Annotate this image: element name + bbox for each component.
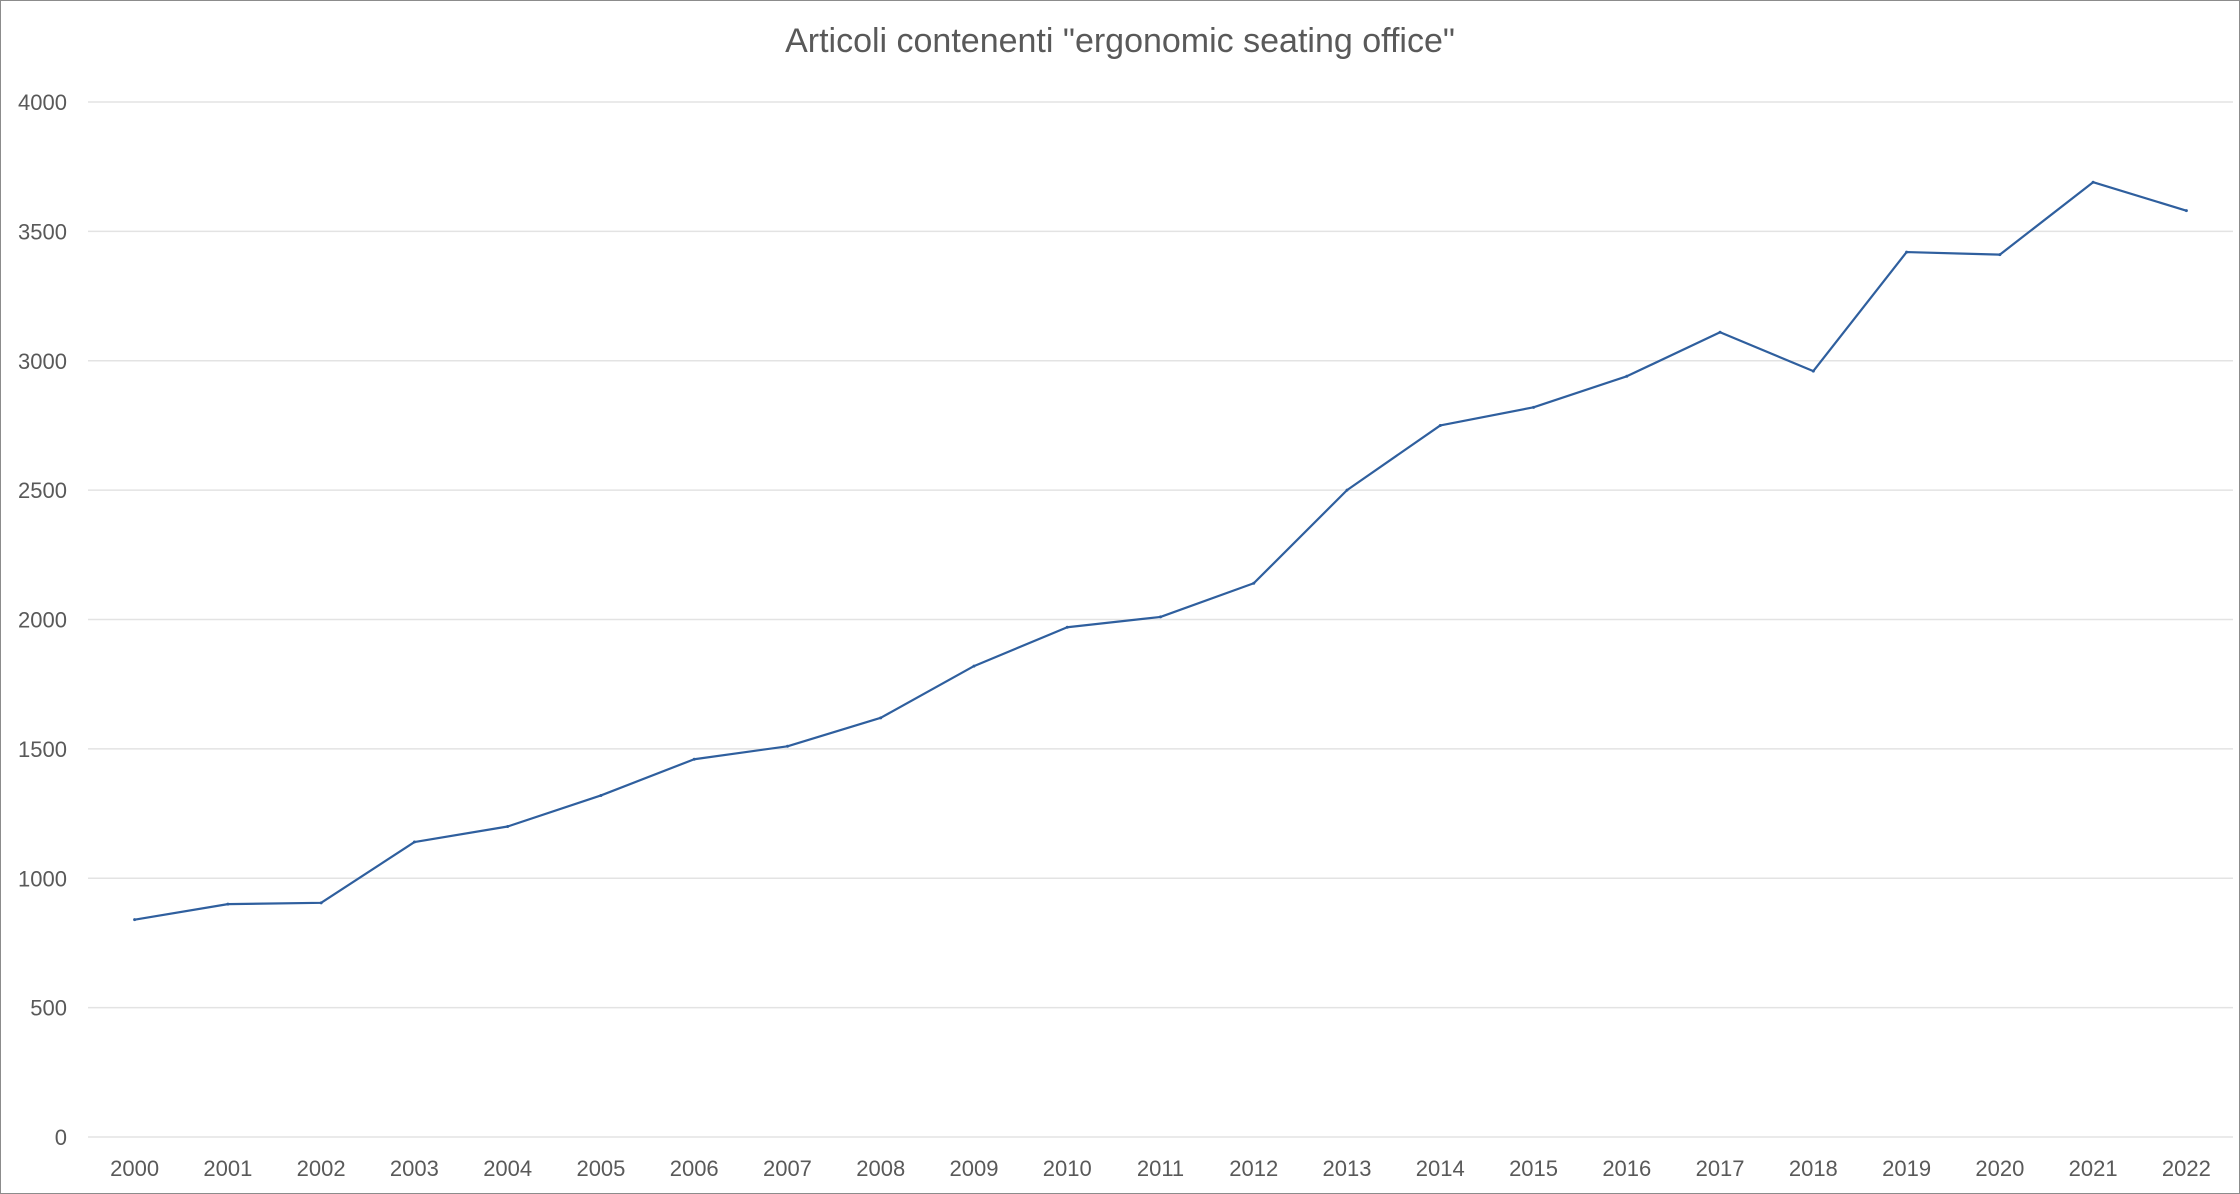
series-layer [133,180,2188,922]
data-point [599,793,603,797]
y-axis-tick-labels: 0 500 1000 1500 2000 2500 3000 3500 4000 [18,90,67,1150]
x-tick-label: 2011 [1137,1156,1184,1181]
x-tick-label: 2003 [390,1156,439,1181]
x-tick-label: 2020 [1975,1156,2024,1181]
data-point [1811,369,1815,373]
data-point [1625,374,1629,378]
x-tick-label: 2009 [950,1156,999,1181]
x-tick-label: 2014 [1416,1156,1465,1181]
y-tick-label: 4000 [18,90,67,115]
x-axis-tick-labels: 2000 2001 2002 2003 2004 2005 2006 2007 2008 2009… [110,1156,2211,1181]
series-line [133,181,2188,921]
data-point [1159,615,1162,619]
x-tick-label: 2012 [1229,1156,1278,1181]
x-tick-label: 2005 [576,1156,625,1181]
data-point [1438,423,1442,427]
x-tick-label: 2000 [110,1156,159,1181]
data-point [319,901,323,905]
x-tick-label: 2006 [670,1156,719,1181]
x-tick-label: 2021 [2069,1156,2118,1181]
data-point [412,840,416,844]
data-point [1718,330,1722,334]
data-point [972,664,976,668]
data-point [1252,581,1256,585]
y-tick-label: 0 [55,1125,67,1150]
y-tick-label: 3500 [18,219,67,244]
x-tick-label: 2010 [1043,1156,1092,1181]
data-point [1905,250,1909,254]
data-point [133,918,137,922]
x-tick-label: 2004 [483,1156,532,1181]
data-point [506,825,510,828]
x-tick-label: 2019 [1882,1156,1931,1181]
x-tick-label: 2015 [1509,1156,1558,1181]
y-tick-label: 500 [30,996,67,1021]
gridlines [88,101,2233,1138]
data-point [226,902,230,906]
x-tick-label: 2022 [2162,1156,2211,1181]
data-point [2091,180,2095,184]
chart-title: Articoli contenenti "ergonomic seating o… [785,22,1455,60]
y-tick-label: 1000 [18,866,67,891]
data-point [2184,209,2188,213]
y-tick-label: 2500 [18,478,67,503]
data-point [1998,253,2002,257]
x-tick-label: 2001 [203,1156,252,1181]
x-tick-label: 2002 [297,1156,346,1181]
data-point [1532,405,1536,409]
x-tick-label: 2018 [1789,1156,1838,1181]
data-point [1065,625,1069,629]
x-tick-label: 2008 [856,1156,905,1181]
y-tick-label: 1500 [18,737,67,762]
y-tick-label: 2000 [18,608,67,633]
data-point [692,757,696,761]
data-point [1345,488,1349,492]
x-tick-label: 2017 [1696,1156,1745,1181]
x-tick-label: 2007 [763,1156,812,1181]
x-tick-label: 2016 [1602,1156,1651,1181]
y-tick-label: 3000 [18,349,67,374]
data-point [879,716,883,720]
data-point [785,744,789,748]
x-tick-label: 2013 [1323,1156,1372,1181]
